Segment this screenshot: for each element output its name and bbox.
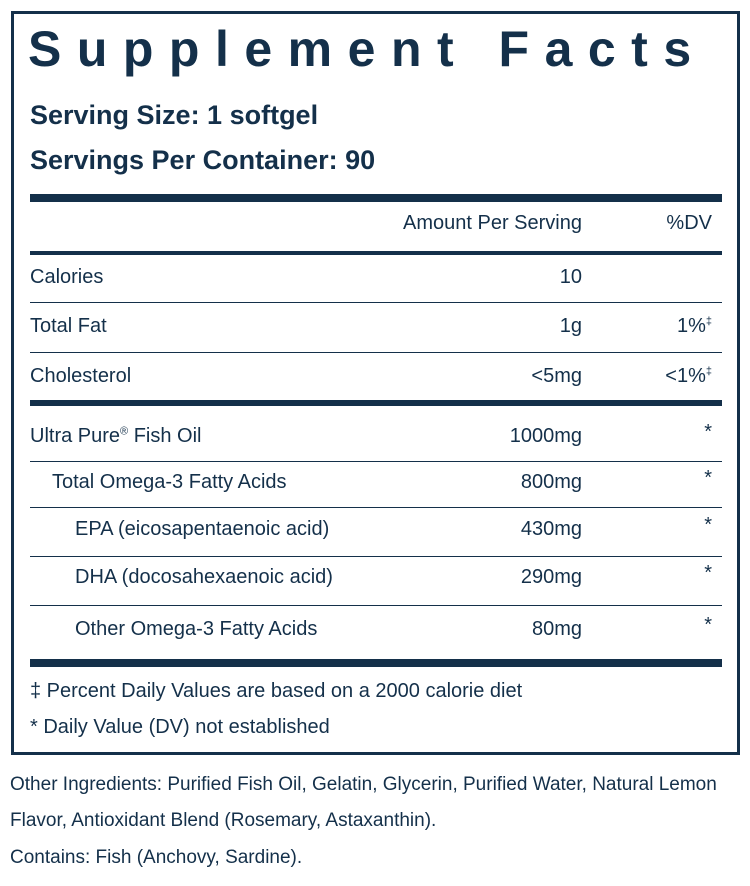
nutrient-name: EPA (eicosapentaenoic acid): [75, 518, 330, 540]
amount: 80mg: [531, 618, 582, 640]
dv-value: 1%: [676, 315, 706, 337]
amount: 10: [559, 266, 582, 288]
dv-mark: ‡: [705, 365, 712, 378]
amount-header: Amount Per Serving: [403, 212, 582, 234]
daily-value: *: [704, 614, 712, 637]
rule: [30, 352, 722, 353]
rule: [30, 556, 722, 557]
nutrient-row: Total Omega-3 Fatty Acids 800mg *: [30, 467, 722, 501]
header-row: Amount Per Serving %DV: [30, 212, 722, 242]
dv-value: *: [704, 614, 712, 636]
footnote: * Daily Value (DV) not established: [30, 716, 330, 738]
name-part: Ultra Pure: [30, 425, 121, 447]
daily-value: *: [704, 514, 712, 537]
nutrient-row: DHA (docosahexaenoic acid) 290mg *: [30, 562, 722, 596]
daily-value: <1%‡: [665, 365, 712, 388]
dv-value: <1%: [665, 365, 706, 387]
facts-panel: [11, 11, 740, 755]
name-part: Fish Oil: [128, 425, 202, 447]
nutrient-row: Ultra Pure® Fish Oil 1000mg *: [30, 421, 722, 455]
nutrient-row: Calories 10: [30, 266, 722, 296]
nutrient-name: Total Omega-3 Fatty Acids: [52, 471, 287, 493]
footnote: ‡ Percent Daily Values are based on a 20…: [30, 680, 523, 702]
rule: [30, 659, 722, 667]
daily-value: *: [704, 562, 712, 585]
daily-value: *: [704, 421, 712, 444]
amount: 290mg: [520, 566, 582, 588]
nutrient-name: Total Fat: [30, 315, 107, 337]
nutrient-row: Other Omega-3 Fatty Acids 80mg *: [30, 614, 722, 648]
rule: [30, 302, 722, 303]
dv-value: *: [704, 421, 712, 443]
nutrient-row: EPA (eicosapentaenoic acid) 430mg *: [30, 514, 722, 548]
name-part: ®: [120, 425, 129, 438]
daily-value: *: [704, 467, 712, 490]
serving-size: Serving Size: 1 softgel: [30, 100, 319, 130]
daily-value: 1%‡: [677, 315, 712, 338]
rule: [30, 605, 722, 606]
nutrient-name: Ultra Pure® Fish Oil: [30, 425, 201, 448]
dv-value: *: [704, 467, 712, 489]
dv-mark: ‡: [705, 315, 712, 328]
title: Supplement Facts: [28, 21, 707, 77]
nutrient-name: Cholesterol: [30, 365, 132, 387]
nutrient-row: Cholesterol <5mg <1%‡: [30, 365, 722, 395]
amount: <5mg: [531, 365, 582, 387]
rule: [30, 400, 722, 406]
nutrient-name: Other Omega-3 Fatty Acids: [75, 618, 318, 640]
rule: [30, 251, 722, 255]
nutrient-row: Total Fat 1g 1%‡: [30, 315, 722, 345]
amount: 800mg: [520, 471, 582, 493]
other-ingredients: Other Ingredients: Purified Fish Oil, Ge…: [10, 774, 717, 831]
amount: 1g: [559, 315, 582, 337]
amount: 430mg: [520, 518, 582, 540]
contains: Contains: Fish (Anchovy, Sardine).: [10, 847, 303, 868]
dv-header: %DV: [666, 212, 712, 234]
dv-value: *: [704, 562, 712, 584]
nutrient-name: Calories: [30, 266, 104, 288]
amount: 1000mg: [509, 425, 582, 447]
servings-per-container: Servings Per Container: 90: [30, 145, 376, 175]
rule: [30, 507, 722, 508]
dv-value: *: [704, 514, 712, 536]
rule: [30, 461, 722, 462]
nutrient-name: DHA (docosahexaenoic acid): [75, 566, 333, 588]
rule: [30, 194, 722, 202]
